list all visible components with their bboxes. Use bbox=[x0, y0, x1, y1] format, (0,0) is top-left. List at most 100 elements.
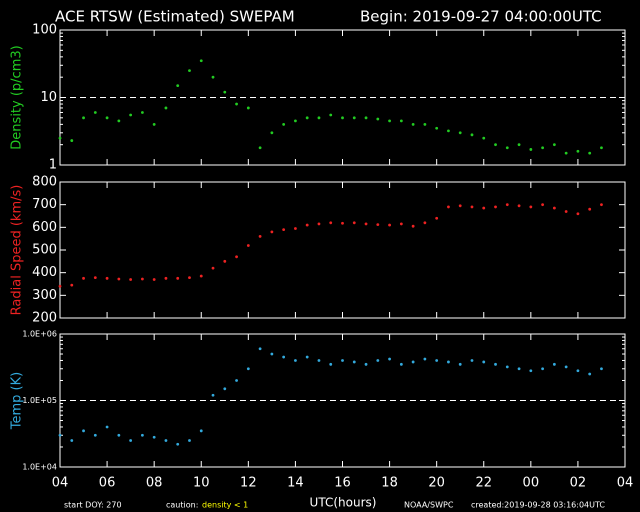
caution-note: density < 1 bbox=[202, 501, 248, 510]
data-point bbox=[376, 223, 380, 227]
data-point bbox=[447, 205, 450, 209]
y-tick-label: 100 bbox=[32, 23, 57, 38]
data-point bbox=[505, 146, 509, 150]
data-point bbox=[93, 433, 97, 437]
data-point bbox=[576, 212, 580, 216]
data-point bbox=[564, 210, 568, 213]
data-point bbox=[364, 362, 368, 366]
data-point bbox=[305, 116, 309, 120]
data-point bbox=[70, 139, 74, 142]
x-tick-label: 16 bbox=[334, 476, 351, 491]
data-point bbox=[447, 129, 450, 133]
data-point bbox=[223, 387, 227, 391]
data-point bbox=[211, 393, 215, 397]
x-tick-label: 14 bbox=[287, 476, 304, 491]
data-point bbox=[58, 284, 62, 288]
data-point bbox=[552, 143, 556, 147]
data-point bbox=[541, 203, 545, 207]
data-point bbox=[588, 372, 592, 376]
data-point bbox=[388, 119, 391, 123]
data-point bbox=[282, 122, 286, 126]
data-point bbox=[211, 266, 215, 270]
y-tick-label: 1.0E+06 bbox=[22, 330, 57, 339]
data-point bbox=[423, 357, 427, 361]
y-tick-label: 300 bbox=[32, 288, 57, 303]
data-point bbox=[246, 367, 250, 371]
data-point bbox=[199, 429, 203, 433]
data-point bbox=[70, 283, 74, 287]
data-point bbox=[517, 204, 521, 208]
x-tick-label: 04 bbox=[617, 476, 634, 491]
data-point bbox=[341, 116, 344, 120]
data-point bbox=[541, 367, 545, 371]
x-axis-label: UTC(hours) bbox=[310, 496, 377, 510]
data-point bbox=[199, 59, 203, 63]
data-point bbox=[176, 442, 180, 446]
data-point bbox=[270, 352, 274, 356]
data-point bbox=[352, 221, 356, 225]
data-point bbox=[399, 222, 403, 226]
data-point bbox=[600, 203, 603, 207]
x-tick-label: 22 bbox=[475, 476, 492, 491]
data-point bbox=[352, 360, 356, 364]
data-point bbox=[505, 365, 509, 369]
y-axis-label: Temp (K) bbox=[10, 372, 25, 430]
data-point bbox=[341, 221, 344, 225]
x-tick-label: 04 bbox=[52, 476, 69, 491]
data-point bbox=[458, 204, 462, 208]
x-tick-label: 10 bbox=[193, 476, 210, 491]
data-point bbox=[552, 206, 556, 210]
data-point bbox=[152, 122, 156, 126]
data-point bbox=[529, 148, 533, 151]
data-point bbox=[529, 369, 533, 373]
x-tick-label: 00 bbox=[523, 476, 540, 491]
data-point bbox=[435, 126, 439, 130]
data-point bbox=[188, 439, 191, 442]
data-point bbox=[482, 360, 486, 364]
data-point bbox=[399, 362, 403, 366]
data-point bbox=[82, 276, 85, 280]
data-point bbox=[564, 365, 568, 369]
data-point bbox=[58, 433, 62, 437]
data-point bbox=[564, 151, 568, 155]
data-point bbox=[211, 75, 215, 79]
data-point bbox=[588, 151, 592, 155]
y-tick-label: 1 bbox=[49, 158, 57, 173]
data-point bbox=[494, 362, 497, 366]
data-point bbox=[235, 255, 238, 259]
x-tick-label: 12 bbox=[240, 476, 257, 491]
data-point bbox=[411, 224, 415, 228]
data-point bbox=[470, 133, 474, 137]
data-point bbox=[258, 235, 262, 238]
start-doy: start DOY: 270 bbox=[64, 501, 122, 510]
y-tick-label: 1.0E+04 bbox=[22, 463, 57, 472]
data-point bbox=[188, 69, 191, 73]
data-point bbox=[341, 359, 344, 362]
data-point bbox=[376, 117, 380, 121]
data-point bbox=[235, 379, 238, 382]
y-tick-label: 600 bbox=[32, 220, 57, 235]
x-tick-label: 06 bbox=[99, 476, 116, 491]
data-point bbox=[246, 244, 250, 247]
data-point bbox=[423, 221, 427, 225]
y-tick-label: 800 bbox=[32, 175, 57, 190]
y-axis-label: Density (p/cm3) bbox=[10, 45, 25, 149]
data-point bbox=[294, 119, 297, 123]
data-point bbox=[176, 84, 180, 88]
y-tick-label: 1.0E+05 bbox=[22, 396, 57, 405]
data-point bbox=[129, 439, 133, 442]
data-point bbox=[93, 111, 97, 114]
data-point bbox=[270, 131, 274, 135]
data-point bbox=[140, 277, 144, 281]
plot-frame bbox=[59, 181, 626, 319]
data-point bbox=[223, 90, 227, 94]
data-point bbox=[376, 359, 380, 362]
y-tick-label: 400 bbox=[32, 265, 57, 280]
begin-time: Begin: 2019-09-27 04:00:00UTC bbox=[360, 8, 602, 26]
data-point bbox=[411, 360, 415, 364]
data-point bbox=[482, 136, 486, 140]
data-point bbox=[352, 116, 356, 120]
data-point bbox=[470, 205, 474, 209]
y-tick-label: 700 bbox=[32, 197, 57, 212]
data-point bbox=[505, 203, 509, 207]
